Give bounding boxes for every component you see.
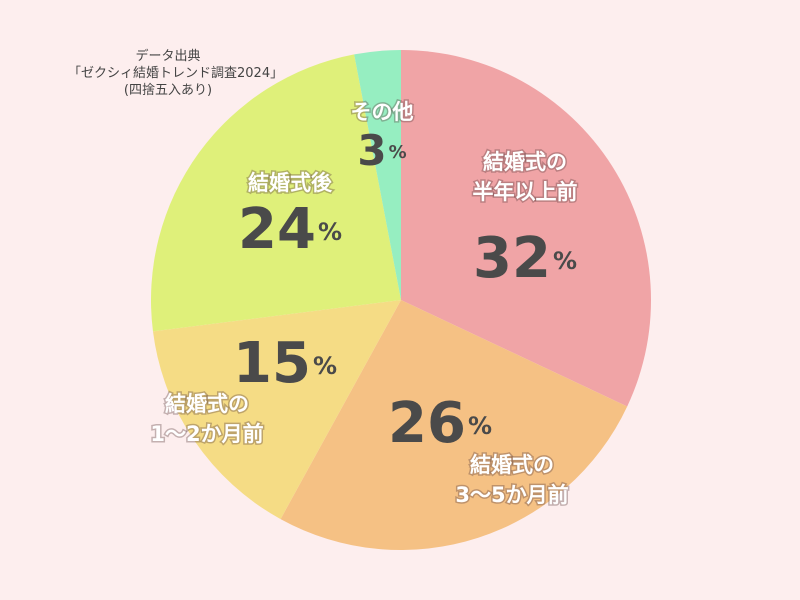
pie-slice: [151, 54, 401, 332]
data-source-note: データ出典 「ゼクシィ結婚トレンド調査2024」 (四捨五入あり): [68, 48, 284, 99]
pie-slices: [151, 50, 651, 550]
slice-label: 結婚式の: [483, 150, 567, 174]
slice-value-label: 24%: [238, 197, 342, 262]
pie-slice: [280, 300, 628, 550]
slice-label: 3～5か月前: [455, 483, 568, 507]
source-line-2: 「ゼクシィ結婚トレンド調査2024」: [68, 66, 284, 81]
slice-label: 1～2か月前: [150, 422, 263, 446]
pie-slice: [401, 50, 651, 407]
slice-value-label: 26%: [388, 391, 492, 456]
pie-slice: [152, 300, 401, 520]
pie-slice: [354, 50, 401, 300]
source-line-3: (四捨五入あり): [123, 83, 213, 98]
slice-value-label: 3%: [357, 126, 406, 175]
source-line-1: データ出典: [135, 49, 201, 64]
slice-label: 結婚式の: [165, 392, 249, 416]
slice-value-label: 15%: [233, 331, 337, 396]
slice-label: 半年以上前: [473, 180, 578, 204]
slice-label: 結婚式後: [248, 171, 333, 195]
slice-label: その他: [351, 100, 414, 124]
slice-label: 結婚式の: [470, 453, 554, 477]
pie-labels: 結婚式の半年以上前32%結婚式の3～5か月前26%結婚式の1～2か月前15%結婚…: [149, 99, 579, 509]
slice-value-label: 32%: [473, 226, 577, 291]
